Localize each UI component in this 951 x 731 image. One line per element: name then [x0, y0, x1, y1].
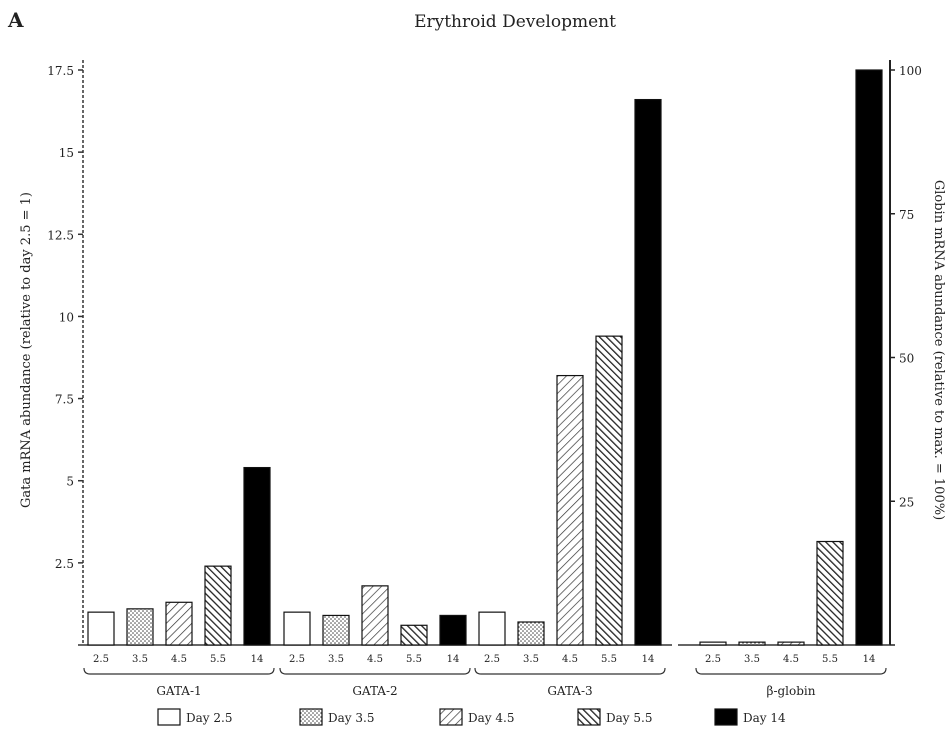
bar: [439, 614, 467, 646]
left-tick-label: 7.5: [55, 393, 74, 407]
legend-label: Day 2.5: [186, 711, 232, 725]
right-tick-label: 100: [899, 64, 922, 78]
right-axis: 25 50 75 100: [889, 60, 922, 646]
bar-label: 14: [251, 654, 264, 665]
left-tick-label: 2.5: [55, 557, 74, 571]
group-bracket: [695, 667, 887, 675]
bar-label: 4.5: [367, 654, 383, 665]
left-tick-label: 17.5: [47, 64, 74, 78]
bar-label: 14: [863, 654, 876, 665]
legend-label: Day 5.5: [606, 711, 652, 725]
legend-swatch: [577, 708, 601, 726]
left-axis-label: Gata mRNA abundance (relative to day 2.5…: [19, 192, 34, 508]
right-tick-label: 75: [899, 208, 914, 222]
bar-label: 14: [642, 654, 655, 665]
legend-swatch: [439, 708, 463, 726]
bar: [855, 69, 883, 646]
bar: [283, 611, 311, 646]
legend-swatch: [157, 708, 181, 726]
bar-label: 5.5: [822, 654, 838, 665]
legend-label: Day 3.5: [328, 711, 374, 725]
group-bracket: [279, 667, 471, 675]
legend-label: Day 4.5: [468, 711, 514, 725]
group-label: GATA-3: [547, 684, 592, 698]
right-tick-label: 50: [899, 352, 914, 366]
bar-label: 3.5: [328, 654, 344, 665]
bar: [738, 641, 766, 646]
panel-label: A: [7, 8, 24, 32]
group-label: β-globin: [767, 684, 816, 698]
bar-label: 4.5: [562, 654, 578, 665]
left-tick-label: 5: [66, 475, 74, 489]
group-bracket: [474, 667, 666, 675]
bar: [204, 565, 232, 646]
bar: [478, 611, 506, 646]
bar: [777, 641, 805, 646]
bar: [634, 98, 662, 646]
bar-label: 2.5: [705, 654, 721, 665]
left-tick-label: 15: [59, 146, 74, 160]
group-label: GATA-2: [352, 684, 397, 698]
bar-label: 2.5: [289, 654, 305, 665]
group-bracket: [83, 667, 275, 675]
bar: [87, 611, 115, 646]
bar-label: 4.5: [783, 654, 799, 665]
bar-label: 5.5: [601, 654, 617, 665]
left-tick-label: 12.5: [47, 228, 74, 242]
bar: [400, 624, 428, 646]
bar-label: 4.5: [171, 654, 187, 665]
group-label: GATA-1: [156, 684, 201, 698]
legend-label: Day 14: [743, 711, 786, 725]
left-axis: 2.5 5 7.5 10 12.5 15 17.5: [47, 60, 84, 646]
bar-label: 3.5: [523, 654, 539, 665]
bar: [816, 540, 844, 646]
legend: Day 2.5 Day 3.5 Day 4.5 Day 5.5 Day 14: [157, 708, 786, 726]
bar: [126, 608, 154, 646]
legend-swatch: [299, 708, 323, 726]
chart-title: Erythroid Development: [414, 12, 616, 32]
bar: [556, 374, 584, 646]
bar: [361, 585, 389, 646]
right-axis-label: Globin mRNA abundance (relative to max. …: [931, 180, 946, 520]
bar: [243, 466, 271, 646]
bar-label: 3.5: [132, 654, 148, 665]
left-tick-label: 10: [59, 310, 74, 324]
legend-swatch: [714, 708, 738, 726]
bar: [517, 621, 545, 646]
bar-label: 2.5: [484, 654, 500, 665]
bar-label: 5.5: [406, 654, 422, 665]
bars: [87, 69, 883, 646]
group-labels: 2.5 3.5 4.5 5.5 14 GATA-1 2.5 3.5 4.5 5.5 14 GATA-2…: [83, 654, 887, 698]
bar-label: 3.5: [744, 654, 760, 665]
bar: [595, 335, 623, 646]
bar-label: 14: [447, 654, 460, 665]
bar: [322, 614, 350, 646]
bar-label: 2.5: [93, 654, 109, 665]
bar-label: 5.5: [210, 654, 226, 665]
bar: [165, 601, 193, 646]
bar: [699, 641, 727, 646]
right-tick-label: 25: [899, 495, 914, 509]
